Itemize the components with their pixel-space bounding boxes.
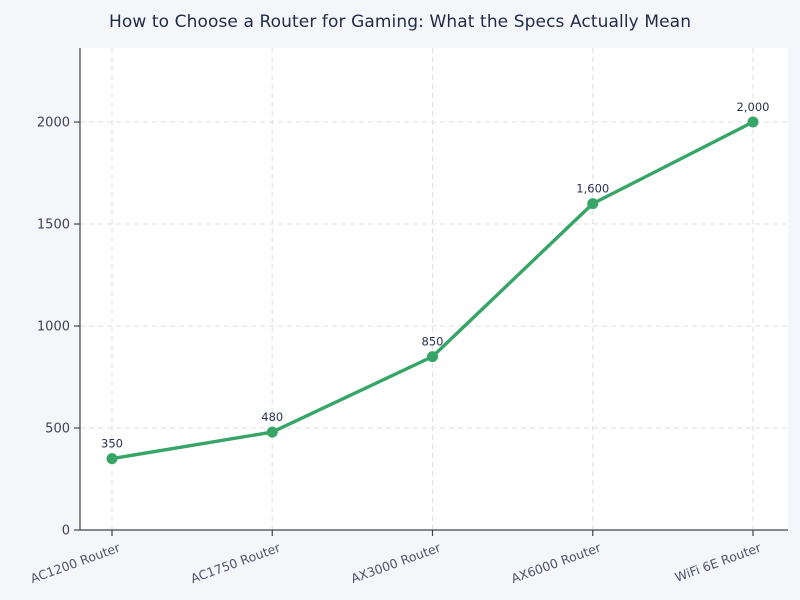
y-tick-label: 2000	[37, 116, 70, 131]
chart-title: How to Choose a Router for Gaming: What …	[108, 12, 692, 32]
x-tick-label: WiFi 6E Router	[673, 539, 764, 584]
data-point-label: 1,600	[576, 182, 609, 196]
data-point-label: 2,000	[737, 100, 770, 114]
y-tick-label: 1000	[37, 320, 70, 335]
y-tick-label: 1500	[37, 218, 70, 233]
data-point-label: 350	[101, 437, 123, 451]
data-point	[747, 116, 759, 128]
x-tick-label: AC1200 Router	[28, 539, 123, 586]
x-tick-label: AX3000 Router	[349, 539, 444, 586]
data-point	[106, 453, 118, 465]
data-point	[266, 426, 278, 438]
data-point	[427, 351, 438, 363]
plot-area	[80, 48, 788, 530]
x-tick-label: AC1750 Router	[189, 539, 284, 586]
y-tick-label: 0	[62, 524, 70, 539]
data-point	[587, 198, 599, 210]
x-tick-label: AX6000 Router	[509, 539, 604, 586]
y-tick-label: 500	[45, 422, 70, 437]
data-point-label: 480	[261, 410, 283, 424]
data-point-label: 850	[422, 335, 444, 349]
